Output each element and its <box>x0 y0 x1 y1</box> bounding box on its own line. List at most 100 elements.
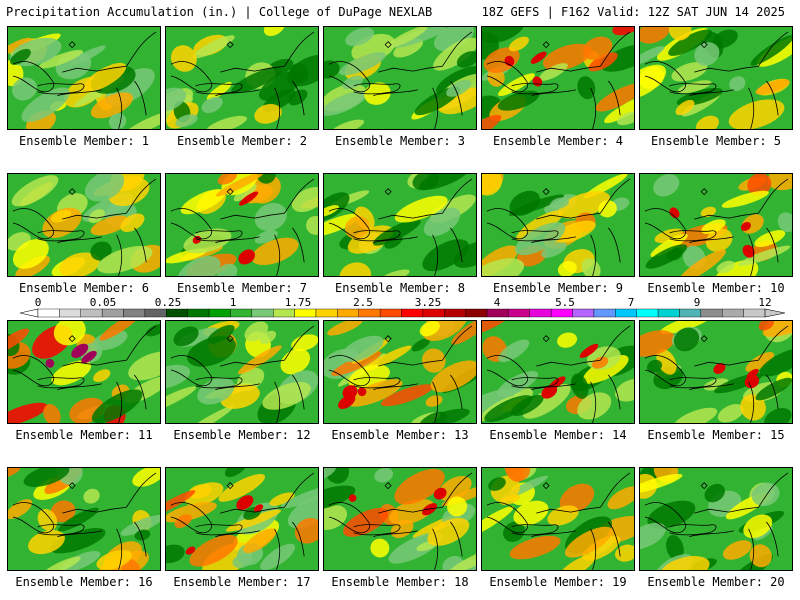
precip-map <box>482 27 634 129</box>
colorbar-swatch <box>465 308 488 318</box>
ensemble-map-panel[interactable] <box>323 467 477 571</box>
colorbar-tick-label: 0 <box>34 296 42 309</box>
ensemble-map-panel[interactable] <box>7 467 161 571</box>
colorbar-swatch <box>208 308 231 318</box>
colorbar-swatch <box>379 308 402 318</box>
colorbar-swatch <box>636 308 659 318</box>
colorbar-max-arrow <box>764 308 786 318</box>
colorbar-swatch <box>101 308 124 318</box>
ensemble-member-label: Ensemble Member: 12 <box>173 428 311 442</box>
ensemble-map-panel[interactable] <box>481 320 635 424</box>
colorbar-swatch <box>700 308 723 318</box>
precip-map <box>8 27 160 129</box>
colorbar-swatch <box>230 308 253 318</box>
colorbar-swatch <box>80 308 103 318</box>
colorbar-swatch <box>422 308 445 318</box>
colorbar-swatch <box>444 308 466 318</box>
colorbar-tick-label: 9 <box>693 296 701 309</box>
colorbar-swatch <box>572 308 595 318</box>
ensemble-member-label: Ensemble Member: 20 <box>647 575 785 589</box>
precip-map <box>8 321 160 423</box>
colorbar-swatch <box>337 308 359 318</box>
colorbar-tick-label: 12 <box>758 296 772 309</box>
precip-map <box>640 27 792 129</box>
ensemble-map-panel[interactable] <box>481 467 635 571</box>
precip-map <box>640 174 792 276</box>
colorbar-swatch <box>679 308 702 318</box>
ensemble-member-label: Ensemble Member: 5 <box>650 134 782 148</box>
colorbar-swatch <box>615 308 637 318</box>
colorbar-swatch <box>401 308 424 318</box>
colorbar-tick-label: 1 <box>229 296 237 309</box>
precip-map <box>482 321 634 423</box>
colorbar-tick-label: 2.5 <box>353 296 373 309</box>
ensemble-map-panel[interactable] <box>323 26 477 130</box>
ensemble-member-label: Ensemble Member: 4 <box>492 134 624 148</box>
precip-map <box>8 468 160 570</box>
ensemble-map-panel[interactable] <box>165 173 319 277</box>
ensemble-member-label: Ensemble Member: 2 <box>176 134 308 148</box>
ensemble-map-panel[interactable] <box>165 467 319 571</box>
ensemble-member-label: Ensemble Member: 15 <box>647 428 785 442</box>
precip-map <box>166 27 318 129</box>
ensemble-member-label: Ensemble Member: 6 <box>18 281 150 295</box>
precip-map <box>166 321 318 423</box>
ensemble-map-panel[interactable] <box>639 173 793 277</box>
ensemble-member-label: Ensemble Member: 13 <box>331 428 469 442</box>
colorbar-tick-label: 7 <box>627 296 635 309</box>
colorbar-tick-label: 5.5 <box>555 296 575 309</box>
ensemble-map-panel[interactable] <box>165 320 319 424</box>
colorbar-swatch <box>593 308 616 318</box>
colorbar-tick-label: 0.05 <box>89 296 117 309</box>
colorbar-swatch <box>358 308 381 318</box>
colorbar-swatch <box>37 308 60 318</box>
ensemble-map-panel[interactable] <box>7 173 161 277</box>
colorbar-swatch <box>722 308 744 318</box>
ensemble-map-panel[interactable] <box>7 320 161 424</box>
colorbar-swatch <box>315 308 338 318</box>
precip-map <box>166 174 318 276</box>
ensemble-map-panel[interactable] <box>639 467 793 571</box>
colorbar-tick-label: 3.25 <box>414 296 442 309</box>
colorbar-swatch <box>529 308 552 318</box>
ensemble-map-panel[interactable] <box>481 26 635 130</box>
ensemble-member-label: Ensemble Member: 8 <box>334 281 466 295</box>
colorbar-swatch <box>273 308 295 318</box>
colorbar-swatch <box>59 308 81 318</box>
ensemble-member-label: Ensemble Member: 3 <box>334 134 466 148</box>
colorbar-swatch <box>294 308 317 318</box>
ensemble-member-label: Ensemble Member: 14 <box>489 428 627 442</box>
ensemble-member-label: Ensemble Member: 11 <box>15 428 153 442</box>
precip-map <box>324 27 476 129</box>
precip-map <box>166 468 318 570</box>
colorbar-swatch <box>251 308 274 318</box>
colorbar-swatch <box>657 308 680 318</box>
map-title: Precipitation Accumulation (in.) | Colle… <box>6 5 433 19</box>
colorbar-swatch <box>187 308 210 318</box>
ensemble-member-label: Ensemble Member: 10 <box>647 281 785 295</box>
precip-colorbar <box>19 308 786 318</box>
model-run-info: 18Z GEFS | F162 Valid: 12Z SAT JUN 14 20… <box>481 5 785 19</box>
ensemble-map-panel[interactable] <box>481 173 635 277</box>
precip-map <box>324 174 476 276</box>
precip-map <box>324 468 476 570</box>
ensemble-map-panel[interactable] <box>639 320 793 424</box>
ensemble-map-panel[interactable] <box>7 26 161 130</box>
ensemble-map-panel[interactable] <box>639 26 793 130</box>
precip-map <box>324 321 476 423</box>
colorbar-swatch <box>144 308 167 318</box>
colorbar-swatch <box>166 308 188 318</box>
ensemble-map-panel[interactable] <box>323 320 477 424</box>
colorbar-swatch <box>550 308 573 318</box>
ensemble-member-label: Ensemble Member: 7 <box>176 281 308 295</box>
ensemble-map-panel[interactable] <box>323 173 477 277</box>
colorbar-swatch <box>123 308 146 318</box>
precip-map <box>640 468 792 570</box>
colorbar-min-arrow <box>19 308 39 318</box>
colorbar-tick-label: 4 <box>493 296 501 309</box>
colorbar-swatch <box>486 308 509 318</box>
ensemble-map-panel[interactable] <box>165 26 319 130</box>
ensemble-member-label: Ensemble Member: 18 <box>331 575 469 589</box>
colorbar-swatch <box>508 308 530 318</box>
ensemble-member-label: Ensemble Member: 19 <box>489 575 627 589</box>
